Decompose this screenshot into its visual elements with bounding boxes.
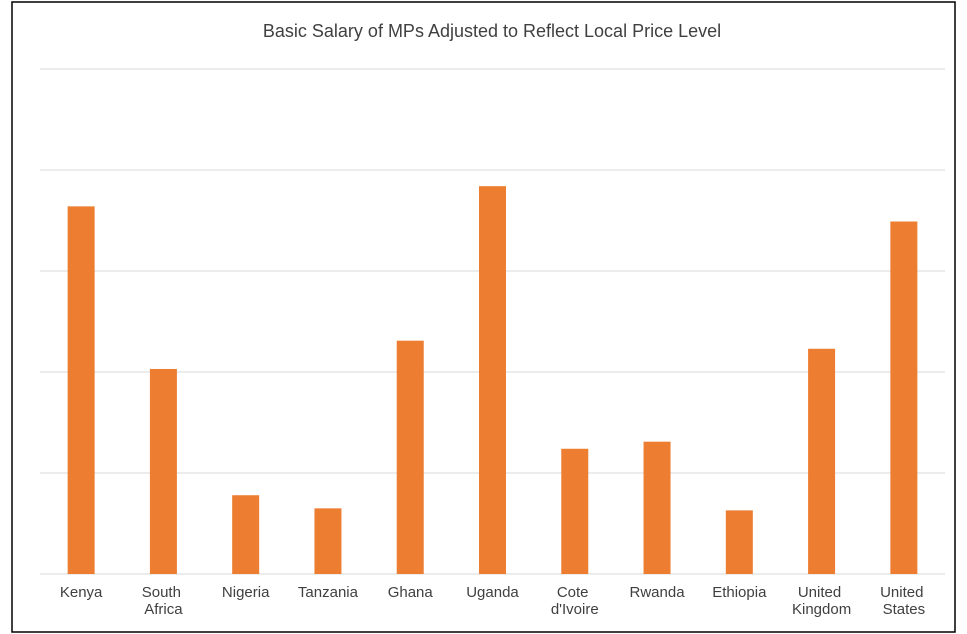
x-tick-label: Rwanda (630, 584, 686, 601)
bar (67, 206, 95, 575)
bar (725, 510, 753, 574)
x-tick-label: Ghana (388, 584, 434, 601)
x-tick-label: South Africa (142, 584, 185, 618)
bar (314, 508, 342, 574)
bar (808, 348, 836, 574)
x-tick-label: Cote d'Ivoire (551, 584, 599, 618)
bar (479, 186, 506, 574)
bar (561, 448, 589, 574)
x-tick-label: Kenya (60, 584, 103, 601)
bar (149, 368, 177, 574)
x-tick-label: Uganda (466, 584, 519, 601)
x-tick-label: United Kingdom (792, 584, 851, 618)
bar (396, 340, 424, 574)
bar (890, 221, 918, 574)
x-tick-label: Nigeria (222, 584, 270, 601)
chart-title: Basic Salary of MPs Adjusted to Reflect … (263, 21, 721, 41)
bar (643, 441, 671, 574)
bar (232, 495, 260, 574)
x-tick-label: Ethiopia (712, 584, 767, 601)
x-tick-label: Tanzania (298, 584, 359, 601)
x-tick-label: United States (880, 584, 928, 618)
